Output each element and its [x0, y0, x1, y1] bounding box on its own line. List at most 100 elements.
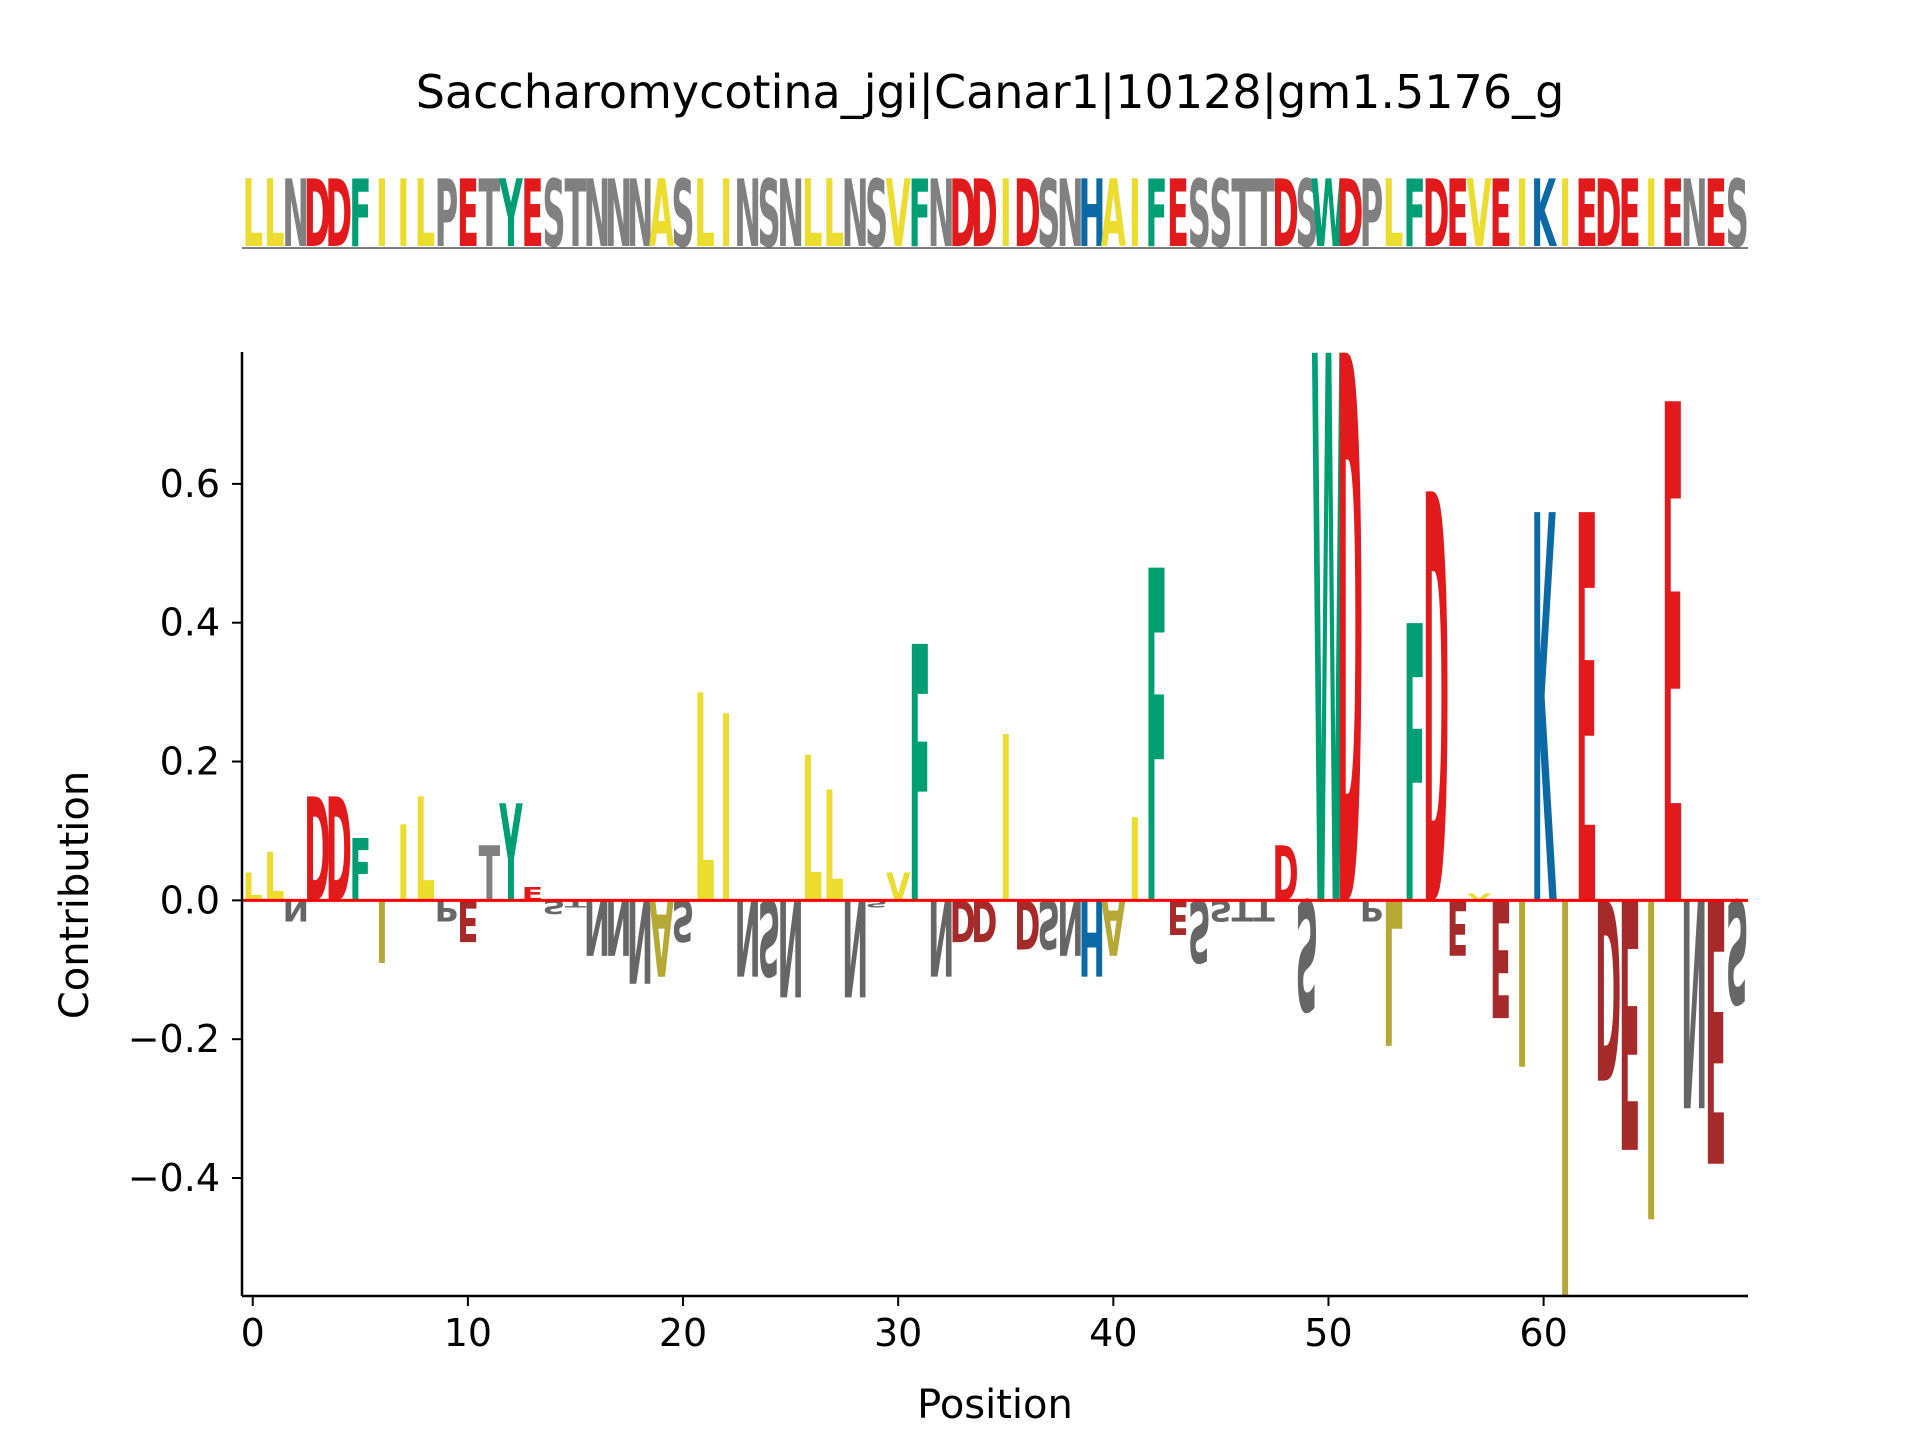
sequence-logo-letter: D — [971, 159, 998, 269]
x-tick-label: 60 — [1519, 1311, 1567, 1355]
contribution-glyph-positive: I — [1000, 688, 1012, 955]
contribution-glyph-positive: L — [802, 715, 822, 948]
sequence-logo-letter: I — [1129, 159, 1141, 269]
sequence-logo-letter: V — [1467, 159, 1492, 269]
contribution-glyph-negative: S — [1210, 893, 1233, 927]
sequence-logo-letter: S — [1188, 159, 1211, 269]
sequence-logo-letter: E — [1447, 159, 1469, 269]
sequence-logo-letter: A — [1101, 159, 1126, 269]
contribution-glyph-negative: H — [1079, 875, 1105, 996]
sequence-logo-letter: L — [242, 159, 263, 269]
contribution-glyph-positive: Y — [499, 777, 523, 932]
sequence-logo-letter: E — [1705, 159, 1727, 269]
contribution-glyph-negative: N — [584, 882, 610, 971]
sequence-logo-letter: T — [478, 159, 500, 269]
sequence-logo-letter: E — [457, 159, 479, 269]
sequence-logo-letter: I — [1559, 159, 1571, 269]
y-tick-label: −0.2 — [128, 1017, 220, 1061]
contribution-glyph-negative: I — [1645, 796, 1657, 1305]
contribution-glyph-positive: L — [824, 761, 844, 937]
contribution-glyph-positive: L — [415, 770, 435, 935]
contribution-glyph-negative: S — [758, 875, 781, 996]
contribution-glyph-negative: P — [435, 893, 458, 927]
contribution-glyph-negative: D — [1014, 884, 1040, 962]
x-tick-label: 50 — [1304, 1311, 1352, 1355]
y-tick-label: 0.2 — [160, 740, 220, 784]
sequence-logo-letter: T — [564, 159, 586, 269]
sequence-logo-letter: A — [649, 159, 674, 269]
sequence-logo-letter: D — [304, 159, 331, 269]
sequence-logo-letter: I — [376, 159, 388, 269]
contribution-glyph-positive: L — [694, 635, 714, 968]
x-tick-label: 10 — [444, 1311, 492, 1355]
contribution-glyph-negative: S — [1296, 863, 1319, 1039]
sequence-logo-letter: S — [865, 159, 888, 269]
contribution-glyph-positive: L — [264, 839, 284, 917]
contribution-glyph-negative: E — [1447, 882, 1469, 971]
contribution-glyph-negative: N — [1681, 833, 1707, 1166]
contribution-glyph-positive: F — [1404, 547, 1426, 991]
contribution-glyph-positive: E — [1576, 406, 1598, 1025]
sequence-logo-letter: L — [694, 159, 715, 269]
sequence-logo-letter: N — [734, 159, 761, 269]
sequence-logo-letter: S — [757, 159, 780, 269]
sequence-logo-letter: D — [325, 159, 352, 269]
sequence-logo-letter: I — [720, 159, 732, 269]
sequence-logo-letter: L — [802, 159, 823, 269]
y-tick-label: −0.4 — [128, 1156, 220, 1200]
sequence-logo-letter: L — [823, 159, 844, 269]
sequence-logo-letter: S — [671, 159, 694, 269]
contribution-glyph-positive: F — [350, 822, 372, 921]
sequence-logo-letter: N — [627, 159, 654, 269]
contribution-glyph-negative: A — [649, 875, 673, 996]
contribution-glyph-positive: D — [304, 770, 330, 935]
sequence-logo-letter: E — [1576, 159, 1598, 269]
sequence-logo-letter: E — [1619, 159, 1641, 269]
contribution-glyph-negative: N — [1057, 882, 1083, 971]
sequence-logo-letter: W — [1311, 159, 1347, 269]
sequence-logo-letter: E — [1167, 159, 1189, 269]
sequence-logo-letter: S — [1726, 159, 1749, 269]
sequence-logo-letter: S — [1037, 159, 1060, 269]
contribution-glyph-positive: D — [1337, 204, 1363, 1078]
sequence-logo-letter: F — [909, 159, 931, 269]
contribution-glyph-negative: S — [1188, 879, 1211, 978]
x-tick-label: 20 — [659, 1311, 707, 1355]
contribution-glyph-negative: D — [950, 886, 976, 952]
contribution-glyph-negative: S — [865, 898, 888, 909]
contribution-glyph-negative: N — [734, 875, 760, 996]
sequence-logo-letter: N — [777, 159, 804, 269]
contribution-glyph-negative: T — [565, 898, 587, 909]
sequence-logo-letter: I — [397, 159, 409, 269]
sequence-logo-letter: V — [886, 159, 911, 269]
y-tick-label: 0.6 — [160, 462, 220, 506]
sequence-logo-letter: L — [264, 159, 285, 269]
sequence-logo-letter: I — [1516, 159, 1528, 269]
contribution-glyph-negative: P — [1360, 893, 1383, 927]
contribution-glyph-negative: I — [376, 879, 388, 978]
contribution-glyph-positive: F — [909, 574, 931, 983]
contribution-glyph-negative: S — [1037, 884, 1060, 962]
sequence-logo-letter: E — [1662, 159, 1684, 269]
contribution-glyph-negative: N — [605, 882, 631, 971]
sequence-logo-letter: T — [1231, 159, 1253, 269]
sequence-logo-letter: F — [1404, 159, 1426, 269]
contribution-glyph-positive: K — [1531, 406, 1557, 1025]
contribution-glyph-negative: T — [1253, 893, 1275, 927]
sequence-logo-letter: S — [542, 159, 565, 269]
contribution-glyph-negative: E — [1705, 814, 1727, 1235]
contribution-glyph-negative: N — [928, 875, 954, 996]
contribution-glyph-negative: I — [1516, 846, 1528, 1113]
sequence-logo-letter: D — [1423, 159, 1450, 269]
sequence-logo-letter: I — [1645, 159, 1657, 269]
contribution-glyph-positive: F — [1146, 479, 1168, 1009]
sequence-logo-letter: D — [1272, 159, 1299, 269]
sequence-logo-letter: F — [349, 159, 371, 269]
sequence-logo-letter: E — [1490, 159, 1512, 269]
contribution-glyph-positive: D — [1423, 380, 1449, 1034]
y-tick-label: 0.4 — [160, 601, 220, 645]
